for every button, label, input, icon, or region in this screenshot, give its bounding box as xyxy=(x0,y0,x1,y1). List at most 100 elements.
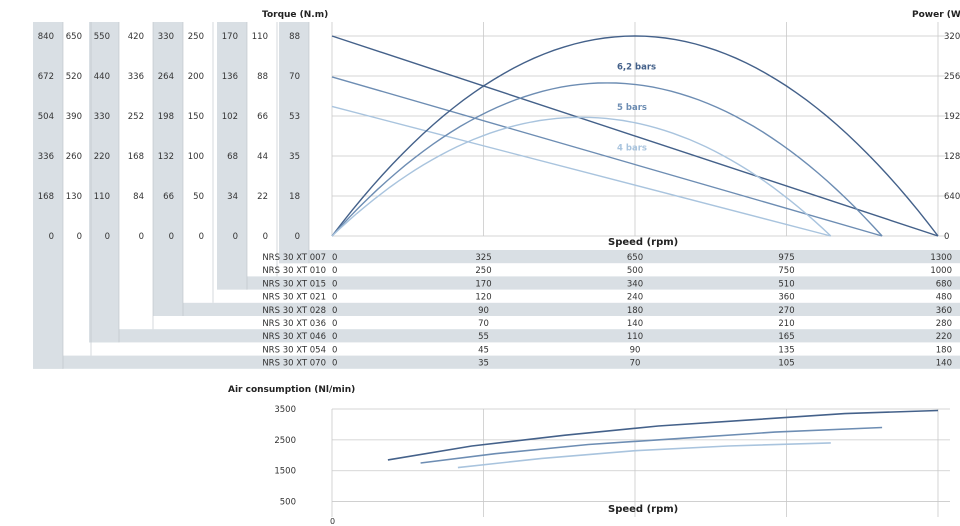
torque-ticks: 8406725043361680650520390260130055044033… xyxy=(38,32,300,242)
speed-cell: 0 xyxy=(332,359,337,369)
speed-cell: 0 xyxy=(332,319,337,329)
torque-line-2 xyxy=(331,105,831,237)
torque-tick: 504 xyxy=(38,112,54,122)
speed-cell: 0 xyxy=(332,279,337,289)
power-tick: 640 xyxy=(944,192,960,202)
speed-cell: 280 xyxy=(936,319,952,329)
series-label-0: 6,2 bars xyxy=(617,62,656,72)
torque-line-0 xyxy=(331,35,939,237)
torque-tick: 44 xyxy=(257,152,268,162)
speed-cell: 360 xyxy=(778,293,794,303)
model-name: NRS 30 XT 028 xyxy=(262,306,326,316)
speed-cell: 165 xyxy=(778,332,794,342)
speed-cell: 240 xyxy=(627,293,643,303)
torque-tick: 35 xyxy=(289,152,300,162)
torque-band-6 xyxy=(217,22,247,290)
torque-tick: 330 xyxy=(94,112,110,122)
torque-line-1 xyxy=(331,76,883,237)
table-stripe-4 xyxy=(153,302,960,316)
model-name: NRS 30 XT 007 xyxy=(262,253,326,263)
speed-cell: 45 xyxy=(478,345,489,355)
torque-tick: 252 xyxy=(128,112,144,122)
speed-cell: 90 xyxy=(478,306,489,316)
torque-tick: 0 xyxy=(263,232,268,242)
torque-tick: 66 xyxy=(257,112,268,122)
power-tick: 320 xyxy=(944,32,960,42)
speed-cell: 270 xyxy=(778,306,794,316)
torque-tick: 336 xyxy=(128,72,144,82)
torque-tick: 0 xyxy=(295,232,300,242)
torque-tick: 0 xyxy=(169,232,174,242)
torque-tick: 110 xyxy=(94,192,110,202)
speed-cell: 180 xyxy=(627,306,643,316)
speed-table: NRS 30 XT 007 0 325 650 975 1300 NRS 30 XT 010… xyxy=(262,253,952,369)
torque-tick: 110 xyxy=(252,32,268,42)
model-name: NRS 30 XT 036 xyxy=(262,319,326,329)
torque-tick: 168 xyxy=(38,192,54,202)
power-curve-0 xyxy=(331,35,939,237)
torque-tick: 520 xyxy=(66,72,82,82)
table-stripe-6 xyxy=(89,329,960,343)
chart-labels: Torque (N.m) Power (W Speed (rpm) Air co… xyxy=(228,10,960,526)
torque-tick: 0 xyxy=(233,232,238,242)
torque-tick: 550 xyxy=(94,32,110,42)
torque-tick: 34 xyxy=(227,192,238,202)
torque-tick: 260 xyxy=(66,152,82,162)
model-name: NRS 30 XT 070 xyxy=(262,359,326,369)
speed-cell: 1300 xyxy=(930,253,952,263)
air-ytick: 500 xyxy=(280,498,296,508)
torque-tick: 336 xyxy=(38,152,54,162)
series-label-1: 5 bars xyxy=(617,103,647,113)
speed-cell: 140 xyxy=(936,359,952,369)
power-tick: 128 xyxy=(944,152,960,162)
air-series-1 xyxy=(420,426,883,464)
speed-cell: 220 xyxy=(936,332,952,342)
torque-tick: 50 xyxy=(193,192,204,202)
torque-tick: 264 xyxy=(158,72,174,82)
torque-tick: 200 xyxy=(188,72,204,82)
torque-tick: 650 xyxy=(66,32,82,42)
speed-cell: 140 xyxy=(627,319,643,329)
torque-tick: 390 xyxy=(66,112,82,122)
speed-cell: 340 xyxy=(627,279,643,289)
speed-cell: 750 xyxy=(778,266,794,276)
table-stripe-2 xyxy=(217,276,960,290)
speed-cell: 180 xyxy=(936,345,952,355)
torque-tick: 0 xyxy=(49,232,54,242)
main-xaxis-label: Speed (rpm) xyxy=(608,237,678,248)
speed-cell: 170 xyxy=(475,279,491,289)
air-series-0 xyxy=(387,409,939,461)
torque-band-0 xyxy=(33,22,63,369)
main-grid: 320 256 192 128 640 0 xyxy=(331,22,960,242)
speed-cell: 70 xyxy=(630,359,641,369)
speed-cell: 0 xyxy=(332,266,337,276)
speed-cell: 0 xyxy=(332,332,337,342)
torque-tick: 132 xyxy=(158,152,174,162)
torque-tick: 420 xyxy=(128,32,144,42)
power-tick-bg xyxy=(946,26,960,242)
power-axis-label: Power (W xyxy=(912,10,960,20)
air-ytick: 1500 xyxy=(274,467,296,477)
torque-tick: 84 xyxy=(133,192,144,202)
torque-tick: 102 xyxy=(222,112,238,122)
series-label-2: 4 bars xyxy=(617,144,647,154)
torque-tick: 0 xyxy=(199,232,204,242)
speed-cell: 650 xyxy=(627,253,643,263)
torque-bands xyxy=(33,22,960,369)
torque-tick: 150 xyxy=(188,112,204,122)
torque-tick: 840 xyxy=(38,32,54,42)
power-tick: 256 xyxy=(944,72,960,82)
torque-tick: 198 xyxy=(158,112,174,122)
speed-cell: 70 xyxy=(478,319,489,329)
speed-cell: 500 xyxy=(627,266,643,276)
torque-tick: 88 xyxy=(257,72,268,82)
torque-tick: 68 xyxy=(227,152,238,162)
speed-cell: 0 xyxy=(332,345,337,355)
speed-cell: 480 xyxy=(936,293,952,303)
torque-tick: 440 xyxy=(94,72,110,82)
torque-tick: 53 xyxy=(289,112,300,122)
speed-cell: 510 xyxy=(778,279,794,289)
speed-cell: 680 xyxy=(936,279,952,289)
air-series-2 xyxy=(457,442,831,469)
speed-cell: 0 xyxy=(332,306,337,316)
